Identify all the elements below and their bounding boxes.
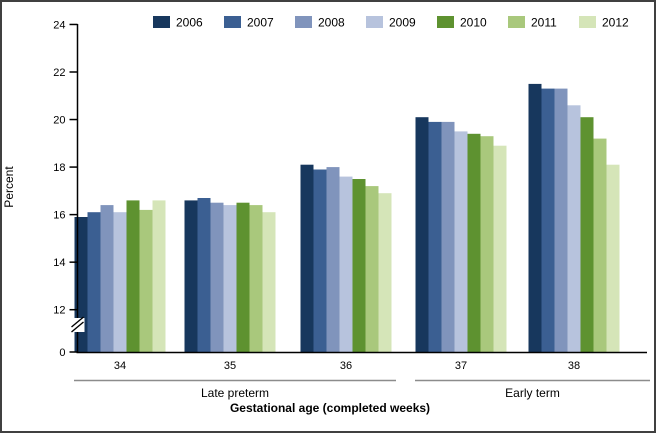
bar-2006-week-38: [528, 83, 542, 353]
bar-2012-week-34: [152, 200, 166, 352]
bar-2006-week-37: [415, 117, 429, 352]
legend-swatch-2011: [508, 16, 525, 28]
legend-swatch-2007: [224, 16, 241, 28]
bar-2009-week-35: [223, 205, 237, 352]
bar-2007-week-38: [541, 88, 555, 352]
y-tick-label-24: 24: [53, 19, 65, 31]
bar-2006-week-35: [184, 200, 198, 352]
legend-swatch-2012: [579, 16, 596, 28]
bar-2012-week-38: [606, 164, 620, 352]
legend-label-2007: 2007: [247, 16, 274, 30]
bar-2012-week-35: [262, 212, 276, 352]
bar-2012-week-36: [378, 193, 392, 352]
x-tick-label-36: 36: [340, 360, 352, 372]
bar-2007-week-37: [428, 121, 442, 353]
x-tick-label-34: 34: [114, 360, 126, 372]
bar-2009-week-34: [113, 212, 127, 352]
bracket-label-1: Early term: [505, 386, 560, 400]
legend-swatch-2008: [295, 16, 312, 28]
bar-2010-week-35: [236, 202, 250, 352]
bar-2008-week-36: [326, 167, 340, 352]
x-tick-label-38: 38: [568, 360, 580, 372]
axis-break-slash-2: [71, 316, 84, 328]
bar-2011-week-35: [249, 205, 263, 352]
bar-2011-week-34: [139, 209, 153, 352]
bar-2006-week-36: [300, 164, 314, 352]
y-tick-label-16: 16: [53, 210, 65, 222]
legend-label-2009: 2009: [389, 16, 416, 30]
bar-2010-week-38: [580, 117, 594, 352]
bar-2008-week-37: [441, 121, 455, 353]
bar-2007-week-34: [87, 212, 101, 352]
legend-label-2011: 2011: [531, 16, 557, 30]
legend-label-2012: 2012: [602, 16, 629, 30]
bar-2011-week-38: [593, 138, 607, 352]
bar-2008-week-34: [100, 205, 114, 352]
axis-break-mask: [70, 318, 85, 332]
bar-2010-week-37: [467, 133, 481, 352]
bar-2008-week-35: [210, 202, 224, 352]
bar-2007-week-36: [313, 169, 327, 352]
bar-2010-week-34: [126, 200, 140, 352]
x-axis-title: Gestational age (completed weeks): [229, 401, 431, 415]
bar-2010-week-36: [352, 179, 366, 352]
legend-label-2010: 2010: [460, 16, 487, 30]
bar-2008-week-38: [554, 88, 568, 352]
bar-2012-week-37: [493, 145, 507, 352]
legend-swatch-2009: [366, 16, 383, 28]
legend-swatch-2006: [153, 16, 170, 28]
bar-2009-week-36: [339, 176, 353, 352]
bar-2011-week-37: [480, 136, 494, 352]
bar-2007-week-35: [197, 198, 211, 352]
y-tick-label-18: 18: [53, 162, 65, 174]
axis-break-slash-1: [71, 321, 84, 333]
legend-swatch-2010: [437, 16, 454, 28]
y-axis-title: Percent: [2, 166, 16, 208]
bracket-label-0: Late preterm: [201, 386, 269, 400]
bar-2009-week-37: [454, 131, 468, 352]
y-tick-label-20: 20: [53, 115, 65, 127]
legend-label-2008: 2008: [318, 16, 345, 30]
legend-label-2006: 2006: [176, 16, 203, 30]
bar-2009-week-38: [567, 105, 581, 352]
bar-2011-week-36: [365, 186, 379, 352]
y-tick-label-14: 14: [53, 257, 65, 269]
x-tick-label-37: 37: [455, 360, 467, 372]
y-tick-label-0: 0: [59, 347, 65, 359]
x-tick-label-35: 35: [224, 360, 236, 372]
y-tick-label-12: 12: [53, 305, 65, 317]
y-tick-label-22: 22: [53, 67, 65, 79]
